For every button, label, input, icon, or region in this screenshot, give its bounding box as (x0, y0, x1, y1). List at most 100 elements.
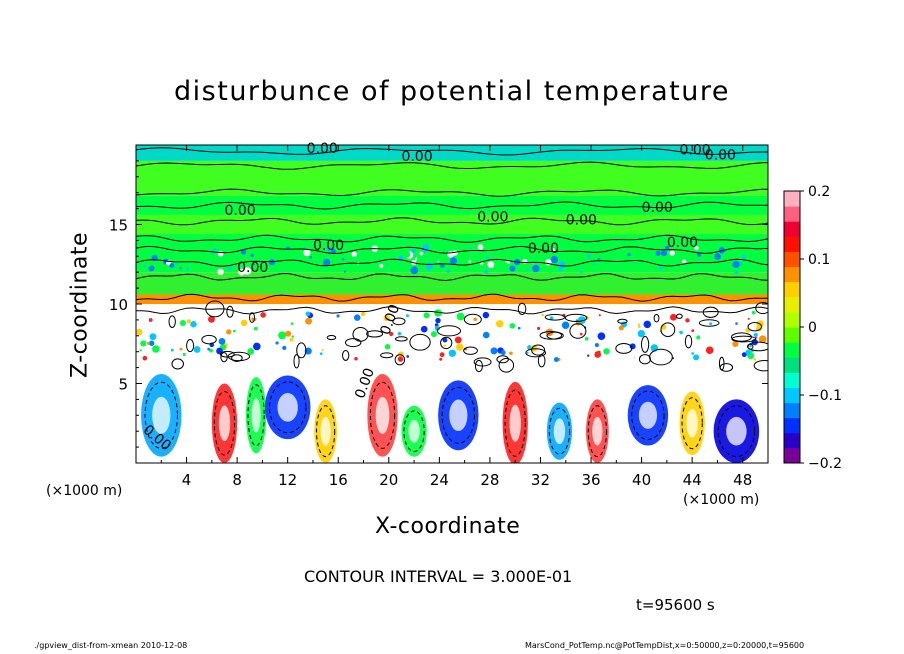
field-speck (209, 348, 213, 353)
x-tick-label: 28 (480, 471, 499, 489)
field-speck (509, 265, 516, 272)
contour-loop (171, 358, 184, 370)
x-tick-label: 40 (632, 471, 651, 489)
x-axis: 4 8 12 16 20 24 28 32 36 40 44 48 (160, 145, 752, 489)
field-speck (593, 262, 596, 266)
field-speck (343, 270, 347, 273)
field-speck (291, 335, 294, 338)
contour-loop (525, 348, 547, 358)
time-stamp: t=95600 s (636, 596, 715, 614)
field-speck (149, 333, 157, 341)
field-speck (278, 331, 287, 340)
contour-loop (747, 322, 762, 332)
colorbar-tick-label: −0.2 (808, 456, 842, 472)
contour-label: 0.00 (401, 149, 432, 165)
field-speck (669, 250, 675, 256)
field-speck (716, 336, 724, 344)
field-speck (316, 327, 322, 333)
field-speck (351, 251, 357, 257)
contour-label: 0.00 (667, 235, 698, 251)
field-speck (691, 329, 695, 333)
contour-loop (755, 302, 768, 315)
field-speck (247, 348, 255, 355)
colorbar-swatch (784, 236, 800, 252)
contour-loop (219, 350, 235, 358)
colorbar-tick-label: 0.2 (808, 184, 830, 200)
field-speck (648, 253, 654, 260)
field-speck (440, 263, 445, 269)
field-speck (145, 261, 152, 268)
contour-loop (681, 397, 703, 450)
field-speck (541, 313, 544, 317)
contour-loop (366, 330, 384, 338)
contour-loop (615, 342, 633, 354)
contour-loop (326, 335, 337, 341)
field-speck (634, 267, 638, 271)
field-speck (446, 269, 451, 273)
field-speck (341, 257, 345, 261)
chart-title: disturbunce of potential temperature (174, 76, 730, 107)
field-speck (253, 342, 261, 351)
contour-label: 0.00 (313, 238, 344, 254)
field-speck (561, 321, 570, 329)
x-axis-label: X-coordinate (375, 514, 521, 539)
x-tick-label: 8 (232, 471, 242, 489)
field-speck (482, 311, 490, 319)
field-speck (397, 356, 404, 362)
contour-loop (441, 386, 475, 444)
colorbar-tick-label: 0.1 (808, 252, 830, 268)
field-speck (670, 313, 677, 321)
field-blob-core-11 (638, 401, 658, 429)
field-speck (299, 262, 307, 270)
field-speck (166, 261, 171, 266)
field-speck (347, 266, 354, 273)
field-speck (486, 256, 490, 260)
field-speck (707, 320, 710, 323)
field-speck (656, 243, 664, 251)
field-speck (140, 340, 147, 347)
field-speck (179, 319, 186, 326)
field-speck (303, 249, 311, 257)
field-speck (406, 355, 410, 358)
field-speck (159, 248, 168, 257)
field-speck (439, 352, 445, 358)
field-speck (745, 327, 751, 333)
x-tick-label: 12 (278, 471, 297, 489)
field-speck (321, 245, 324, 248)
colorbar-swatch (784, 266, 800, 283)
contour-loop (463, 346, 478, 355)
field-speck (448, 349, 457, 357)
field-speck (179, 347, 183, 351)
x-tick-label: 44 (683, 471, 702, 489)
field-speck (319, 352, 323, 356)
field-speck (228, 266, 232, 270)
field-speck (182, 352, 186, 356)
field-speck (383, 314, 390, 322)
field-band-7 (136, 304, 768, 314)
field-blob-core-8 (509, 404, 521, 442)
field-speck (331, 249, 336, 254)
field-speck (174, 326, 182, 335)
contour-interval: CONTOUR INTERVAL = 3.000E-01 (304, 567, 573, 586)
field-speck (442, 337, 448, 343)
field-speck (741, 254, 746, 259)
field-speck (277, 312, 282, 317)
y-tick-label: 5 (118, 376, 128, 394)
field-speck (186, 319, 191, 324)
field-speck (260, 256, 265, 261)
field-speck (658, 265, 663, 270)
field-speck (758, 335, 767, 344)
contour-loop (380, 352, 394, 359)
field-speck (186, 267, 190, 270)
contour-loop (186, 339, 195, 353)
field-speck (152, 345, 160, 353)
field-speck (549, 316, 554, 320)
field-speck (148, 340, 155, 346)
field-speck (305, 311, 311, 317)
field-speck (193, 346, 201, 353)
field-speck (326, 246, 332, 252)
x-unit-right: (×1000 m) (683, 492, 760, 508)
contour-loop (463, 313, 482, 326)
field-speck (217, 268, 224, 276)
